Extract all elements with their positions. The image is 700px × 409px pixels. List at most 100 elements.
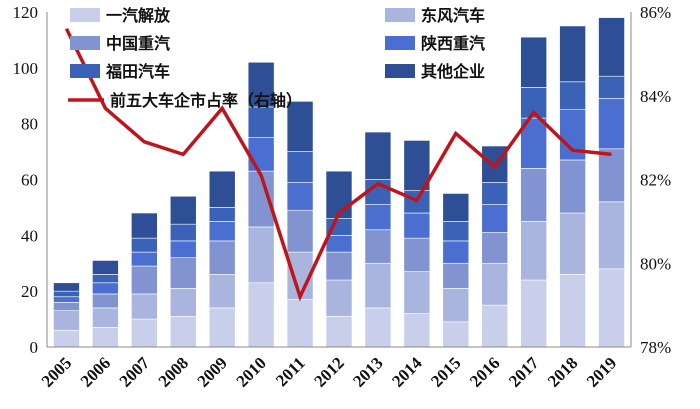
- bar-segment-2018-4: [559, 81, 586, 111]
- bar-segment-2015-2: [442, 262, 470, 289]
- bar-segment-2012-0: [325, 315, 353, 348]
- left-tick-label: 80: [21, 115, 38, 134]
- bar-segment-2017-0: [520, 279, 547, 348]
- bar-segment-2018-2: [559, 159, 586, 214]
- bar-segment-2015-1: [442, 288, 470, 323]
- legend-swatch-3: [385, 36, 415, 50]
- bar-segment-2016-1: [481, 262, 509, 306]
- right-tick-label: 84%: [640, 87, 671, 106]
- legend-label: 福田汽车: [105, 62, 170, 81]
- bar-segment-2007-0: [131, 318, 158, 348]
- bar-segment-2008-5: [169, 195, 197, 225]
- bar-segment-2019-2: [598, 148, 625, 203]
- legend-label: 其他企业: [421, 62, 485, 81]
- bar-segment-2016-2: [481, 232, 509, 264]
- x-tick-label: 2015: [427, 353, 464, 390]
- bar-segment-2008-2: [169, 257, 197, 289]
- x-tick-label: 2012: [310, 353, 347, 390]
- bar-segment-2014-3: [403, 212, 431, 239]
- bar-segment-2011-3: [286, 181, 314, 211]
- x-axis-ticks: 2005 2006 2007 2008 2009 2010 2011 2012 2013 2014…: [38, 353, 621, 391]
- bar-segment-2009-0: [208, 307, 236, 348]
- bar-segment-2016-4: [481, 181, 509, 205]
- bar-segment-2011-4: [286, 151, 314, 183]
- bar-segment-2007-4: [131, 237, 158, 253]
- x-tick-label: 2013: [349, 353, 386, 390]
- bar-segment-2015-5: [442, 193, 470, 222]
- bar-segment-2019-1: [598, 201, 625, 270]
- bar-segment-2011-2: [286, 209, 314, 253]
- x-tick-label: 2008: [155, 353, 192, 390]
- right-tick-label: 86%: [640, 3, 671, 22]
- left-tick-label: 40: [21, 226, 38, 245]
- x-tick-label: 2006: [77, 353, 114, 390]
- bar-segment-2014-1: [403, 271, 431, 314]
- bar-segment-2019-5: [598, 17, 625, 77]
- bar-segment-2008-1: [169, 288, 197, 317]
- legend-swatch-0: [70, 8, 100, 22]
- bar-segment-2010-1: [247, 226, 275, 284]
- left-tick-label: 120: [13, 3, 39, 22]
- right-tick-label: 80%: [640, 254, 671, 273]
- bar-segment-2007-3: [131, 251, 158, 267]
- x-tick-label: 2019: [583, 353, 620, 390]
- bar-segment-2018-0: [559, 274, 586, 348]
- bar-segment-2008-4: [169, 223, 197, 242]
- share-line-layer: [64, 27, 612, 302]
- left-tick-label: 20: [21, 282, 38, 301]
- bar-segment-2017-5: [520, 36, 547, 88]
- bar-segment-2010-5: [247, 61, 275, 108]
- bar-segment-2006-5: [92, 260, 119, 275]
- bar-segment-2009-1: [208, 274, 236, 309]
- bar-segment-2007-5: [131, 212, 158, 239]
- bar-segment-2005-3: [53, 296, 80, 303]
- x-tick-label: 2016: [466, 353, 503, 390]
- bar-segment-2012-3: [325, 235, 353, 253]
- bar-segment-2006-3: [92, 282, 119, 295]
- legend-swatch-4: [70, 64, 100, 78]
- bar-segment-2013-2: [364, 229, 392, 264]
- left-tick-label: 0: [30, 338, 39, 357]
- legend-label: 一汽解放: [106, 6, 171, 25]
- bar-segment-2018-1: [559, 212, 586, 275]
- x-tick-label: 2017: [505, 353, 543, 391]
- bar-segment-2013-1: [364, 262, 392, 309]
- bar-segment-2011-0: [286, 299, 314, 348]
- bar-segment-2015-3: [442, 240, 470, 264]
- bar-segment-2011-5: [286, 101, 314, 152]
- bar-segment-2005-2: [53, 302, 80, 312]
- axes-layer: [46, 12, 632, 348]
- bar-segment-2019-0: [598, 268, 625, 348]
- bar-segment-2019-3: [598, 98, 625, 150]
- bar-segment-2005-4: [53, 290, 80, 298]
- x-tick-label: 2009: [194, 353, 231, 390]
- bar-segment-2015-4: [442, 221, 470, 242]
- bar-segment-2005-5: [53, 282, 80, 292]
- bar-segment-2014-0: [403, 313, 431, 348]
- x-tick-label: 2005: [38, 353, 75, 390]
- legend-label: 中国重汽: [106, 34, 170, 53]
- bars-layer: [53, 17, 625, 348]
- bar-segment-2006-2: [92, 293, 119, 309]
- bar-segment-2008-3: [169, 240, 197, 258]
- left-tick-label: 60: [21, 171, 38, 190]
- bar-segment-2009-2: [208, 240, 236, 275]
- legend-swatch-5: [385, 64, 415, 78]
- left-axis-ticks: 0 20 40 60 80 100 120: [13, 3, 39, 357]
- bar-segment-2006-4: [92, 274, 119, 284]
- bar-segment-2007-2: [131, 265, 158, 295]
- legend-label: 陕西重汽: [421, 34, 485, 53]
- bar-segment-2008-0: [169, 315, 197, 348]
- bar-segment-2005-1: [53, 310, 80, 331]
- bar-segment-2006-0: [92, 327, 119, 348]
- bar-segment-2014-2: [403, 237, 431, 272]
- x-tick-label: 2007: [116, 353, 154, 391]
- legend-label: 前五大车企市占率（右轴）: [110, 91, 302, 110]
- bar-segment-2009-5: [208, 170, 236, 208]
- x-tick-label: 2018: [544, 353, 581, 390]
- right-tick-label: 78%: [640, 338, 671, 357]
- bar-segment-2012-2: [325, 251, 353, 281]
- left-tick-label: 100: [13, 59, 39, 78]
